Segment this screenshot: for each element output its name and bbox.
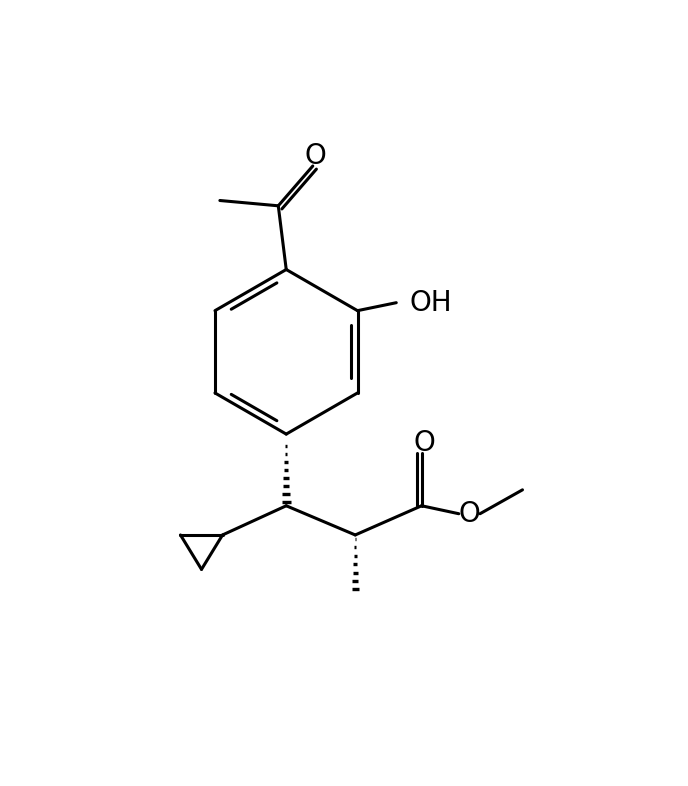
Text: O: O: [458, 500, 480, 527]
Text: O: O: [305, 142, 326, 171]
Text: OH: OH: [409, 288, 452, 317]
Text: O: O: [413, 429, 435, 457]
